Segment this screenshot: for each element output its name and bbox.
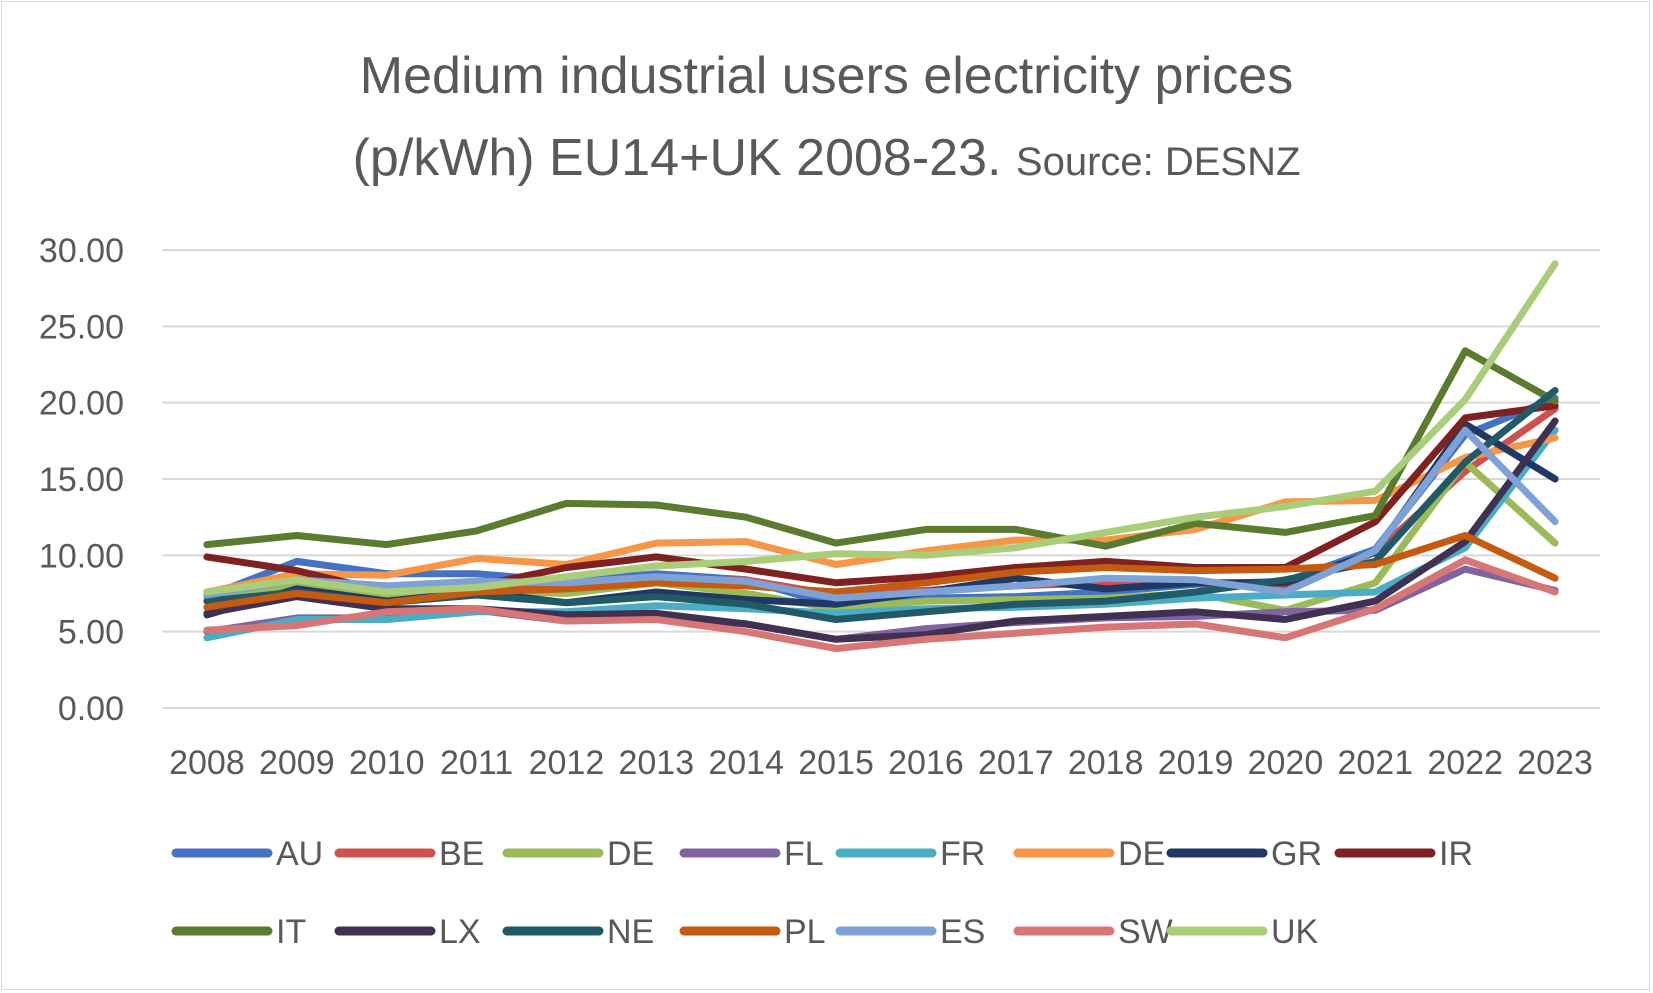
- legend-label: ES: [940, 913, 985, 951]
- x-tick-label: 2014: [708, 744, 784, 782]
- legend-label: DE: [1118, 835, 1165, 873]
- x-tick-label: 2018: [1068, 744, 1144, 782]
- series-line-it-8: [203, 347, 1559, 550]
- series-lines: [203, 260, 1559, 652]
- legend-label: IT: [276, 913, 306, 951]
- x-tick-label: 2015: [798, 744, 874, 782]
- legend-label: BE: [439, 835, 484, 873]
- x-tick-label: 2008: [169, 744, 245, 782]
- legend-item: NE: [502, 913, 654, 951]
- y-tick-label: 10.00: [39, 537, 124, 575]
- x-tick-label: 2021: [1337, 744, 1413, 782]
- legend-item: FR: [835, 835, 985, 873]
- x-tick-label: 2017: [978, 744, 1054, 782]
- y-tick-label: 0.00: [58, 690, 124, 728]
- x-tick-label: 2022: [1427, 744, 1503, 782]
- legend-label: SW: [1118, 913, 1173, 951]
- legend-item: AU: [171, 835, 323, 873]
- y-tick-label: 30.00: [39, 232, 124, 270]
- legend-label: DE: [607, 835, 654, 873]
- x-tick-label: 2016: [888, 744, 964, 782]
- series-line-pl-11: [203, 532, 1559, 611]
- legend-item: DE: [1013, 835, 1165, 873]
- x-tick-label: 2012: [529, 744, 605, 782]
- legend-item: IT: [171, 913, 306, 951]
- y-tick-label: 5.00: [58, 614, 124, 652]
- chart-title-main: (p/kWh) EU14+UK 2008-23.: [352, 129, 1002, 187]
- legend-label: LX: [439, 913, 481, 951]
- x-axis: 2008 2009 2010 2011 2012 2013 2014 2015 2016 2017…: [169, 744, 1593, 782]
- x-tick-label: 2013: [618, 744, 694, 782]
- legend-label: FR: [940, 835, 985, 873]
- y-tick-label: 15.00: [39, 461, 124, 499]
- series-line-sw-13: [203, 556, 1559, 652]
- legend-item: LX: [334, 913, 481, 951]
- x-tick-label: 2010: [349, 744, 425, 782]
- legend-label: AU: [276, 835, 323, 873]
- legend-label: FL: [784, 835, 824, 873]
- y-axis: 0.00 5.00 10.00 15.00 20.00 25.00 30.00: [39, 232, 124, 728]
- legend-item: GR: [1166, 835, 1322, 873]
- legend-item: DE: [502, 835, 654, 873]
- x-tick-label: 2019: [1158, 744, 1234, 782]
- x-tick-label: 2009: [259, 744, 335, 782]
- legend-label: NE: [607, 913, 654, 951]
- x-tick-label: 2023: [1517, 744, 1593, 782]
- legend-item: ES: [835, 913, 985, 951]
- series-line-fr-4: [203, 426, 1559, 642]
- legend-item: IR: [1334, 835, 1473, 873]
- series-line-uk-14: [203, 260, 1559, 596]
- y-tick-label: 20.00: [39, 385, 124, 423]
- legend-item: BE: [334, 835, 484, 873]
- legend-label: GR: [1271, 835, 1322, 873]
- legend-label: PL: [784, 913, 826, 951]
- legend-item: UK: [1166, 913, 1319, 951]
- series-line-es-12: [203, 426, 1559, 602]
- chart-title-source: Source: DESNZ: [1015, 140, 1301, 184]
- legend-label: IR: [1439, 835, 1473, 873]
- x-tick-label: 2020: [1248, 744, 1324, 782]
- chart-title-line-2: (p/kWh) EU14+UK 2008-23. Source: DESNZ: [0, 132, 1653, 184]
- y-tick-label: 25.00: [39, 308, 124, 346]
- legend-item: SW: [1013, 913, 1173, 951]
- legend: AU BE DE FL FR DE GR IR IT LX NE PL ES SW UK: [171, 835, 1473, 951]
- legend-item: FL: [679, 835, 824, 873]
- x-tick-label: 2011: [440, 744, 513, 782]
- legend-item: PL: [679, 913, 826, 951]
- chart-title-line-1: Medium industrial users electricity pric…: [359, 47, 1294, 105]
- legend-label: UK: [1271, 913, 1319, 951]
